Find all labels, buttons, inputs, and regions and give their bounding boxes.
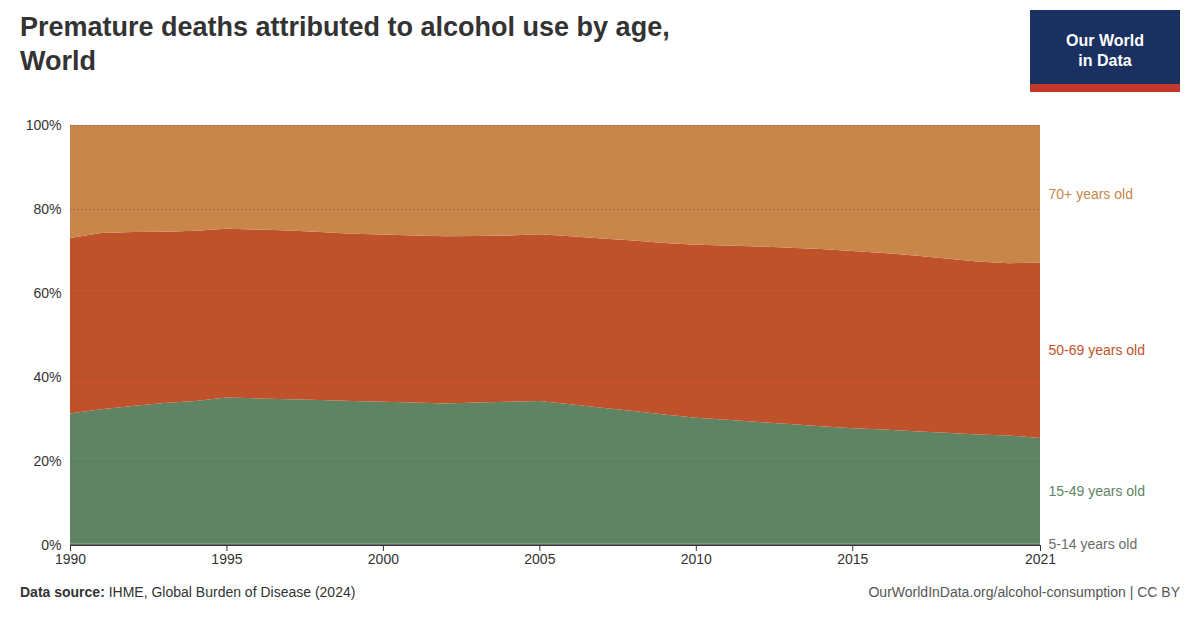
svg-text:0%: 0% <box>41 537 62 553</box>
svg-text:20%: 20% <box>33 453 61 469</box>
html-text:Premature deaths attributed to: Premature deaths attributed to alcohol u… <box>20 12 670 42</box>
svg-text:100%: 100% <box>26 117 62 133</box>
svg-text:15-49 years old: 15-49 years old <box>1049 483 1146 499</box>
svg-text:50-69 years old: 50-69 years old <box>1049 342 1146 358</box>
svg-text:2015: 2015 <box>837 551 868 567</box>
svg-text:60%: 60% <box>33 285 61 301</box>
svg-text:1990: 1990 <box>55 551 86 567</box>
svg-text:2000: 2000 <box>368 551 399 567</box>
html-text:World: World <box>20 46 96 76</box>
svg-text:5-14 years old: 5-14 years old <box>1049 536 1138 552</box>
svg-text:70+ years old: 70+ years old <box>1049 186 1133 202</box>
svg-text:40%: 40% <box>33 369 61 385</box>
svg-text:80%: 80% <box>33 201 61 217</box>
html-text:Our World: Our World <box>1066 32 1144 49</box>
html-text:Data source: IHME, Global Burd: Data source: IHME, Global Burden of Dise… <box>20 584 356 600</box>
html-text:OurWorldInData.org/alcohol-con: OurWorldInData.org/alcohol-consumption |… <box>868 584 1180 600</box>
svg-text:2005: 2005 <box>524 551 555 567</box>
html-text:in Data: in Data <box>1078 52 1132 69</box>
svg-text:2010: 2010 <box>681 551 712 567</box>
svg-text:1995: 1995 <box>211 551 242 567</box>
svg-text:2021: 2021 <box>1025 551 1056 567</box>
